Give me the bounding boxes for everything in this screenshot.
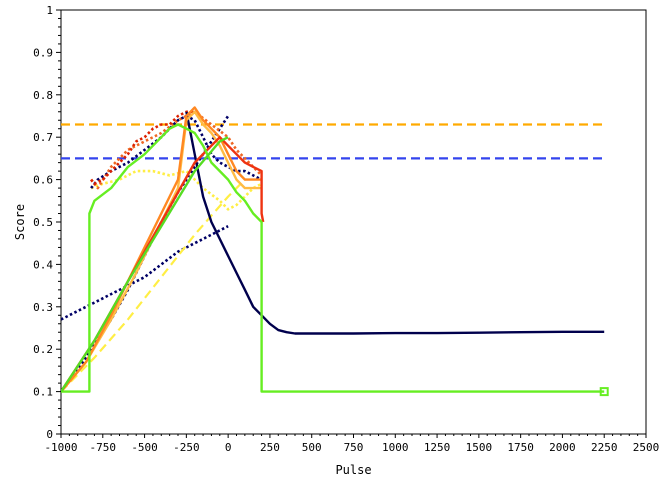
plot-frame (60, 9, 647, 435)
series-line-10 (185, 111, 605, 335)
y-axis-label: Score (13, 204, 27, 240)
x-axis-label: Pulse (335, 463, 371, 477)
x-tick-label: -1000 (44, 441, 77, 454)
series-layer (61, 106, 605, 393)
x-tick-label: 750 (344, 441, 364, 454)
series-line-15 (61, 136, 229, 393)
x-tick-label: 1000 (382, 441, 409, 454)
y-tick-label: 1 (46, 4, 53, 17)
y-tick-label: 0 (46, 428, 53, 441)
y-tick-label: 0.1 (33, 386, 53, 399)
x-tick-label: 0 (225, 441, 232, 454)
x-tick-label: -500 (131, 441, 158, 454)
x-tick-label: 500 (302, 441, 322, 454)
x-tick-label: 2500 (633, 441, 660, 454)
x-tick-label: 1750 (507, 441, 534, 454)
y-tick-label: 0.2 (33, 343, 53, 356)
y-tick-label: 0.5 (33, 216, 53, 229)
y-tick-label: 0.9 (33, 46, 53, 59)
series-line-3 (61, 225, 229, 321)
series-line-11 (61, 110, 262, 393)
y-tick-label: 0.6 (33, 174, 53, 187)
x-tick-label: 1250 (424, 441, 451, 454)
x-tick-label: -750 (90, 441, 117, 454)
x-tick-label: 1500 (466, 441, 493, 454)
x-tick-label: -250 (173, 441, 200, 454)
series-line-5 (61, 178, 246, 393)
x-tick-label: 2000 (549, 441, 576, 454)
y-tick-label: 0.3 (33, 301, 53, 314)
marker-layer (599, 387, 609, 397)
series-line-14 (61, 123, 605, 393)
x-tick-label: 2250 (591, 441, 618, 454)
x-tick-label: 250 (260, 441, 280, 454)
series-line-8 (90, 114, 263, 189)
axes: -1000 -750 -500 -250 0 250 500 750 1000 1250 1500 1… (33, 4, 659, 454)
series-line-9 (90, 110, 195, 186)
y-tick-label: 0.7 (33, 131, 53, 144)
y-tick-label: 0.4 (33, 258, 53, 271)
series-end-marker (599, 387, 609, 397)
y-tick-label: 0.8 (33, 89, 53, 102)
